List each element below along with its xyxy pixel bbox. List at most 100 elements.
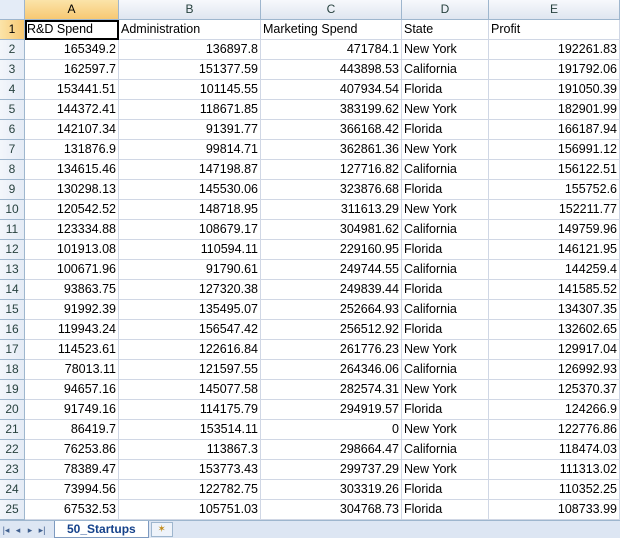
cell-e[interactable]: 155752.6 (489, 180, 620, 200)
cell-c[interactable]: 311613.29 (261, 200, 402, 220)
row-header[interactable]: 10 (0, 200, 25, 220)
cell-a[interactable]: 144372.41 (25, 100, 119, 120)
cell-a[interactable]: 114523.61 (25, 340, 119, 360)
sheet-tab-50-startups[interactable]: 50_Startups (54, 521, 149, 538)
cell-b[interactable]: 145077.58 (119, 380, 261, 400)
row-header[interactable]: 2 (0, 40, 25, 60)
cell-d[interactable]: California (402, 220, 489, 240)
cell-b[interactable]: 118671.85 (119, 100, 261, 120)
row-header[interactable]: 17 (0, 340, 25, 360)
cell-b[interactable]: 101145.55 (119, 80, 261, 100)
row-header[interactable]: 25 (0, 500, 25, 520)
cell-c[interactable]: 249839.44 (261, 280, 402, 300)
cell-b[interactable]: 153773.43 (119, 460, 261, 480)
cell-d[interactable]: New York (402, 420, 489, 440)
cell-e[interactable]: 166187.94 (489, 120, 620, 140)
cell-a[interactable]: 91749.16 (25, 400, 119, 420)
cell-b[interactable]: 122782.75 (119, 480, 261, 500)
cell-c[interactable]: 323876.68 (261, 180, 402, 200)
cell-e[interactable]: 191050.39 (489, 80, 620, 100)
cell-d[interactable]: Florida (402, 480, 489, 500)
cell-a[interactable]: 123334.88 (25, 220, 119, 240)
cell-d1[interactable]: State (402, 20, 489, 40)
row-header[interactable]: 9 (0, 180, 25, 200)
cell-a[interactable]: 130298.13 (25, 180, 119, 200)
cell-d[interactable]: Florida (402, 280, 489, 300)
cell-e[interactable]: 124266.9 (489, 400, 620, 420)
cell-e[interactable]: 144259.4 (489, 260, 620, 280)
cell-d[interactable]: California (402, 60, 489, 80)
cell-b[interactable]: 122616.84 (119, 340, 261, 360)
cell-c[interactable]: 298664.47 (261, 440, 402, 460)
cell-a[interactable]: 142107.34 (25, 120, 119, 140)
cell-c[interactable]: 443898.53 (261, 60, 402, 80)
row-header[interactable]: 8 (0, 160, 25, 180)
row-header[interactable]: 21 (0, 420, 25, 440)
cell-b[interactable]: 136897.8 (119, 40, 261, 60)
cell-b[interactable]: 99814.71 (119, 140, 261, 160)
row-header[interactable]: 16 (0, 320, 25, 340)
cell-d[interactable]: Florida (402, 180, 489, 200)
cell-c[interactable]: 249744.55 (261, 260, 402, 280)
row-header[interactable]: 14 (0, 280, 25, 300)
cell-c[interactable]: 294919.57 (261, 400, 402, 420)
row-header[interactable]: 24 (0, 480, 25, 500)
cell-c[interactable]: 0 (261, 420, 402, 440)
cell-e[interactable]: 111313.02 (489, 460, 620, 480)
cell-e[interactable]: 125370.37 (489, 380, 620, 400)
cell-d[interactable]: California (402, 360, 489, 380)
row-header[interactable]: 6 (0, 120, 25, 140)
cell-e[interactable]: 156122.51 (489, 160, 620, 180)
cell-c[interactable]: 261776.23 (261, 340, 402, 360)
cell-e1[interactable]: Profit (489, 20, 620, 40)
cell-d[interactable]: Florida (402, 400, 489, 420)
cell-b[interactable]: 153514.11 (119, 420, 261, 440)
cell-c[interactable]: 471784.1 (261, 40, 402, 60)
cell-d[interactable]: New York (402, 40, 489, 60)
cell-c[interactable]: 282574.31 (261, 380, 402, 400)
cell-e[interactable]: 146121.95 (489, 240, 620, 260)
cell-c[interactable]: 229160.95 (261, 240, 402, 260)
first-sheet-icon[interactable]: |◂ (2, 524, 10, 535)
row-header[interactable]: 11 (0, 220, 25, 240)
cell-a1[interactable]: R&D Spend (25, 20, 119, 40)
cell-a[interactable]: 78389.47 (25, 460, 119, 480)
cell-d[interactable]: California (402, 440, 489, 460)
prev-sheet-icon[interactable]: ◂ (15, 524, 21, 535)
insert-sheet-icon[interactable]: ✶ (150, 522, 173, 537)
column-header-d[interactable]: D (402, 0, 489, 20)
row-header[interactable]: 5 (0, 100, 25, 120)
cell-b[interactable]: 145530.06 (119, 180, 261, 200)
row-header[interactable]: 13 (0, 260, 25, 280)
column-header-e[interactable]: E (489, 0, 620, 20)
cell-a[interactable]: 100671.96 (25, 260, 119, 280)
cell-e[interactable]: 118474.03 (489, 440, 620, 460)
row-header[interactable]: 18 (0, 360, 25, 380)
cell-b[interactable]: 148718.95 (119, 200, 261, 220)
cell-e[interactable]: 191792.06 (489, 60, 620, 80)
cell-b[interactable]: 135495.07 (119, 300, 261, 320)
cell-b[interactable]: 113867.3 (119, 440, 261, 460)
column-header-a[interactable]: A (25, 0, 119, 20)
cell-b[interactable]: 108679.17 (119, 220, 261, 240)
select-all-corner[interactable] (0, 0, 25, 20)
cell-e[interactable]: 149759.96 (489, 220, 620, 240)
cell-e[interactable]: 134307.35 (489, 300, 620, 320)
cell-a[interactable]: 78013.11 (25, 360, 119, 380)
row-header[interactable]: 7 (0, 140, 25, 160)
row-header[interactable]: 19 (0, 380, 25, 400)
cell-c[interactable]: 264346.06 (261, 360, 402, 380)
row-header[interactable]: 22 (0, 440, 25, 460)
cell-b[interactable]: 151377.59 (119, 60, 261, 80)
cell-d[interactable]: Florida (402, 240, 489, 260)
cell-c[interactable]: 127716.82 (261, 160, 402, 180)
cell-a[interactable]: 131876.9 (25, 140, 119, 160)
cell-e[interactable]: 156991.12 (489, 140, 620, 160)
cell-b[interactable]: 110594.11 (119, 240, 261, 260)
cell-a[interactable]: 162597.7 (25, 60, 119, 80)
cell-d[interactable]: New York (402, 460, 489, 480)
cell-b[interactable]: 91790.61 (119, 260, 261, 280)
cell-a[interactable]: 91992.39 (25, 300, 119, 320)
cell-c[interactable]: 383199.62 (261, 100, 402, 120)
column-header-b[interactable]: B (119, 0, 261, 20)
